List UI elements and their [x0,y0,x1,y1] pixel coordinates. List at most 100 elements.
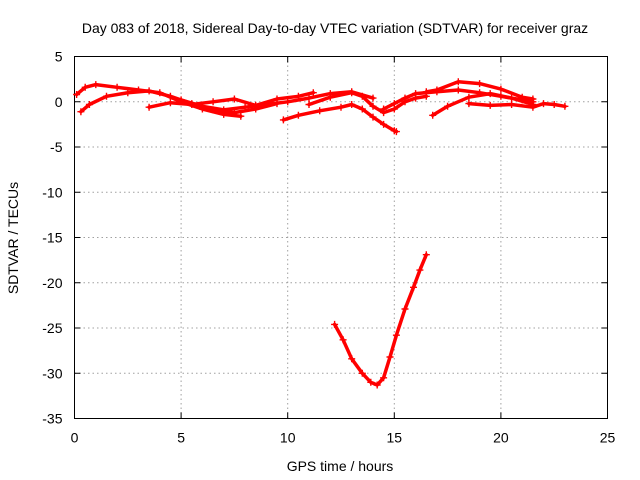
data-point [416,266,424,274]
data-point [380,105,388,113]
data-point [358,92,366,100]
data-point [230,95,238,103]
x-tick-label: 15 [387,430,403,446]
data-point [326,93,334,101]
data-point [486,101,494,109]
y-tick-label: -5 [50,139,63,155]
data-point [497,85,505,93]
data-point [358,369,366,377]
data-point [279,116,287,124]
data-point [113,83,121,91]
y-tick-label: -35 [42,411,62,427]
data-point [103,92,110,100]
x-tick-label: 0 [71,430,79,446]
y-tick-label: -15 [42,230,62,246]
data-point [305,94,313,102]
data-point [81,83,89,91]
data-point [422,251,430,259]
data-point [367,378,375,386]
data-series [73,78,569,389]
data-point [401,94,409,102]
data-point [410,283,417,291]
data-point [348,101,356,108]
axis-ticks: 0 5 10 15 20 25 5 0 -5 -10 -15 -20 -25 -30 -35 [42,49,615,446]
data-point [294,111,302,119]
data-point [209,98,217,106]
data-point [508,101,516,108]
data-point [331,320,339,328]
x-tick-label: 10 [280,430,296,446]
data-point [444,102,452,110]
data-point [429,111,437,119]
data-point [237,112,245,120]
series-track [430,91,535,118]
y-tick-label: -30 [42,365,62,381]
data-point [348,355,356,363]
series-arc-8 [422,78,537,103]
data-point [561,102,569,110]
data-point [401,305,409,313]
data-point [508,94,516,102]
data-point [412,90,420,98]
data-point [166,92,174,100]
y-tick-label: -10 [42,184,62,200]
y-tick-label: 5 [55,49,63,65]
data-point [369,94,377,102]
data-point [358,105,366,113]
data-point [262,101,270,108]
data-point [422,88,430,96]
data-point [454,86,462,94]
data-point [316,107,324,115]
series-arc-5 [279,101,400,136]
data-point [273,95,281,103]
data-point [241,103,249,111]
data-point [369,102,377,110]
data-point [124,89,132,97]
series-track [467,101,567,109]
data-point [465,100,473,108]
data-point [433,86,441,94]
data-point [369,113,377,121]
data-point [305,101,313,108]
data-point [550,101,558,108]
data-point [454,78,462,86]
data-point [198,102,206,110]
x-axis-label: GPS time / hours [287,458,394,474]
data-point [77,108,85,116]
y-tick-label: -25 [42,320,62,336]
y-tick-label: -20 [42,275,62,291]
data-point [73,91,81,98]
x-tick-label: 20 [493,430,509,446]
chart-title: Day 083 of 2018, Sidereal Day-to-day VTE… [82,20,588,36]
series-track [332,252,429,387]
series-track [281,102,399,134]
data-point [145,103,153,111]
data-point [309,89,317,97]
y-tick-label: 0 [55,94,63,110]
series-arc-11 [331,251,430,389]
data-point [392,331,400,339]
data-point [337,103,345,111]
data-point [465,93,473,101]
data-point [386,353,394,361]
data-point [166,99,174,107]
data-point [529,103,537,111]
data-point [177,96,185,104]
y-axis-label: SDTVAR / TECUs [5,182,21,294]
data-point [339,336,347,344]
data-point [380,120,388,128]
grid-lines [74,56,608,419]
data-point [540,100,547,108]
data-point [92,81,100,89]
series-arc-10 [465,100,569,111]
data-point [348,89,356,97]
data-point [476,80,484,88]
data-point [390,100,398,108]
data-point [220,106,228,114]
data-point [284,98,292,106]
x-tick-label: 25 [600,430,616,446]
series-track [307,90,429,115]
data-point [392,128,400,136]
data-point [145,87,153,95]
